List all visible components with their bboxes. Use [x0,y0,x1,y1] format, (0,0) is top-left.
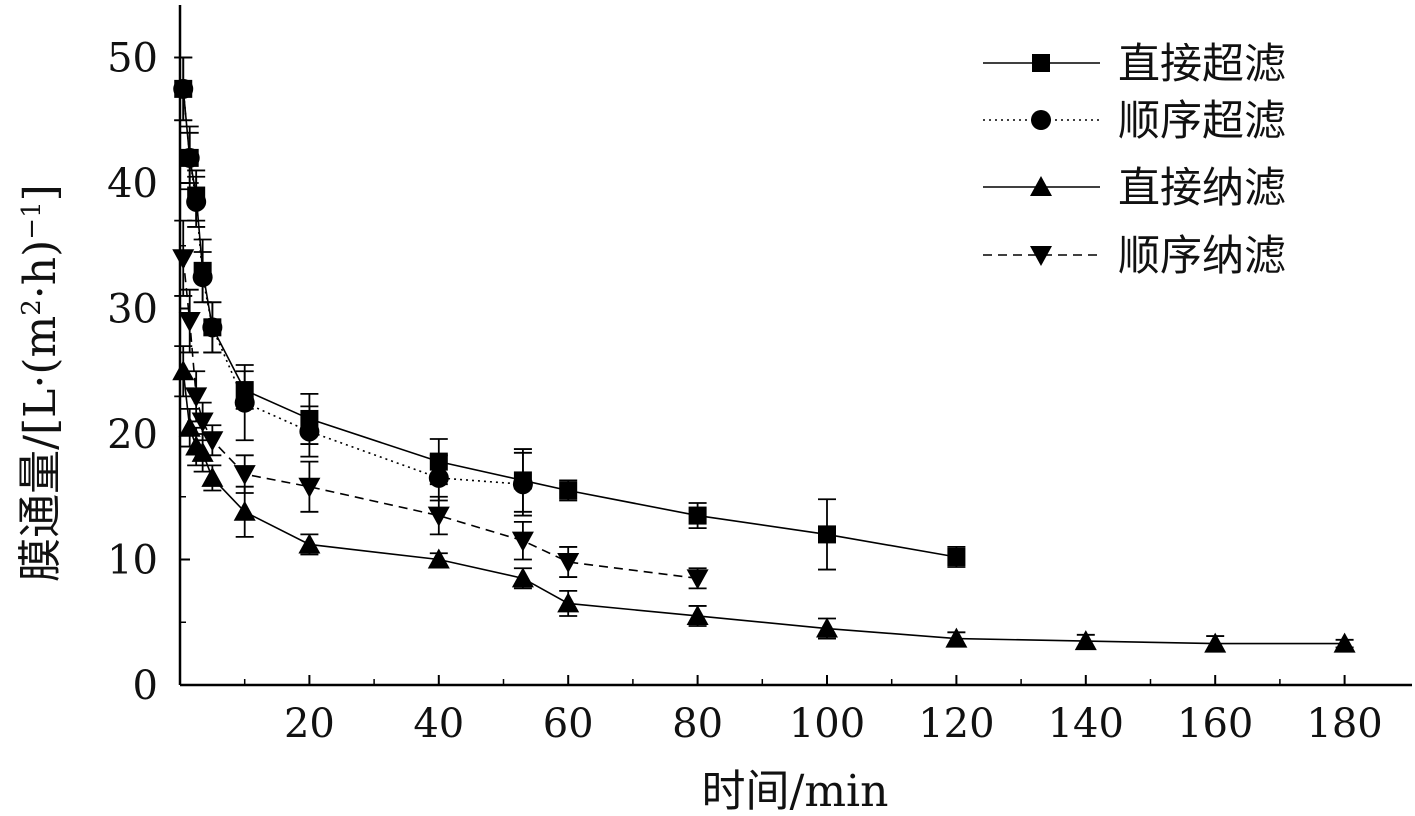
y-tick-label: 40 [107,161,158,207]
data-point [201,431,224,452]
y-tick-label: 20 [107,412,158,458]
data-point [233,465,256,486]
data-point [816,617,838,638]
x-tick-label: 20 [284,701,335,747]
series-line [182,371,1345,645]
y-tick-label: 0 [133,663,158,709]
legend-label: 直接纳滤 [1118,163,1286,212]
x-tick-label: 140 [1048,701,1124,747]
x-tick-label: 60 [543,701,594,747]
data-point [178,416,201,437]
data-point [298,533,321,554]
y-axis-title: 膜通量/[L·(m2·h)−1] [15,184,66,582]
series-3 [172,219,709,590]
x-tick-label: 40 [413,701,464,747]
legend-marker [1031,110,1051,130]
data-point [203,318,222,337]
data-point [945,627,968,648]
data-point [557,553,580,574]
y-axis-title-end: ] [15,184,66,201]
series-0 [174,56,966,571]
data-point [818,525,836,544]
legend-label: 顺序纳滤 [1118,231,1286,280]
data-point [201,466,224,487]
data-point [300,409,319,428]
data-point [180,148,199,167]
data-point [688,506,707,525]
data-point [172,249,195,270]
data-point [235,381,254,400]
series-line [182,88,523,485]
x-tick-label: 80 [672,701,723,747]
legend-label: 顺序超滤 [1118,96,1286,145]
data-point [187,186,206,205]
data-point [174,79,193,98]
data-point [1333,632,1356,653]
legend-label: 直接超滤 [1118,39,1286,88]
data-point [686,569,709,590]
y-axis-title-main: 膜通量/[L·(m [15,316,66,582]
data-point [185,387,208,408]
data-point [191,441,214,462]
series-line [182,258,698,580]
data-point [191,412,214,433]
data-point [427,506,450,527]
x-tick-label: 100 [789,701,865,747]
y-axis-title-sup2: −1 [17,201,47,239]
y-axis-title-sup1: 2 [17,299,47,316]
plot-area [172,56,1356,653]
x-tick-label: 120 [918,701,994,747]
legend-item-1: 顺序超滤 [983,96,1286,145]
data-point [947,547,966,566]
data-point [193,261,212,280]
y-tick-label: 10 [107,538,158,584]
legend-item-0: 直接超滤 [983,39,1286,88]
data-point [511,567,534,588]
x-axis-title: 时间/min [702,766,889,816]
legend-marker [1030,176,1052,196]
data-point [427,548,450,569]
data-point [557,592,580,613]
data-point [429,452,448,471]
data-point [686,604,709,625]
y-tick-label: 50 [107,36,158,82]
data-point [559,481,578,500]
legend-item-2: 直接纳滤 [983,163,1286,212]
legend-item-3: 顺序纳滤 [983,231,1286,280]
data-point [1074,630,1097,651]
series-1 [173,56,533,517]
legend-marker [1032,54,1050,72]
legend-marker [1030,246,1052,266]
y-axis-title-mid: ·h) [15,240,66,300]
x-tick-label: 180 [1306,701,1382,747]
data-point [513,471,532,490]
data-point [1204,632,1227,653]
axes: 20 40 60 80 100 120 140 160 180 0 10 20 30 40 50 [107,5,1412,747]
data-point [178,312,201,333]
x-tick-label: 160 [1177,701,1253,747]
y-tick-label: 30 [107,287,158,333]
data-point [233,500,256,521]
data-point [511,531,534,552]
data-point [172,360,195,381]
data-point [298,477,321,498]
series-2 [172,345,1356,653]
